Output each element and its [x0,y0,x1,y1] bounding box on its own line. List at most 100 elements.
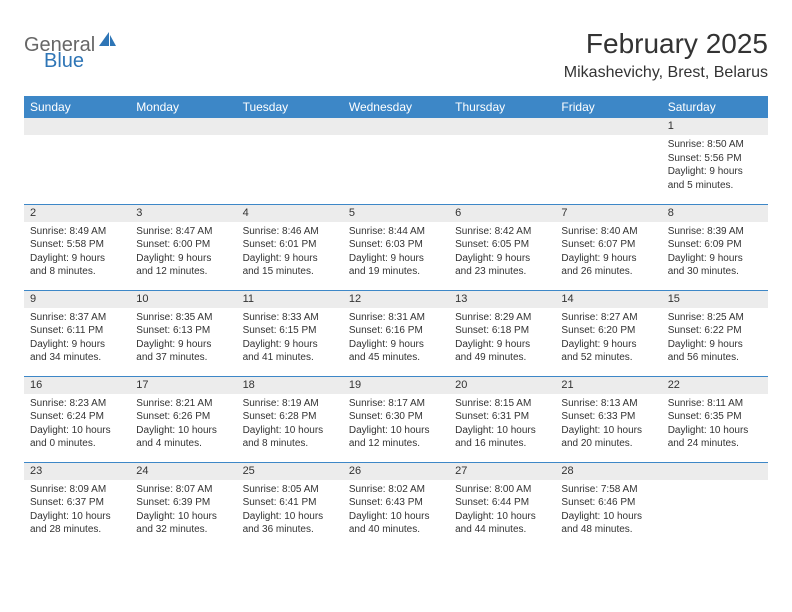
calendar-cell [343,118,449,204]
calendar-cell [555,118,661,204]
daylight-line: Daylight: 9 hours and 12 minutes. [136,252,230,279]
sunset-line: Sunset: 6:20 PM [561,324,655,338]
sunset-line: Sunset: 6:33 PM [561,410,655,424]
calendar-cell: 26Sunrise: 8:02 AMSunset: 6:43 PMDayligh… [343,462,449,548]
daylight-line: Daylight: 10 hours and 12 minutes. [349,424,443,451]
day-number: 11 [237,291,343,308]
day-body: Sunrise: 8:44 AMSunset: 6:03 PMDaylight:… [343,222,449,283]
sunset-line: Sunset: 6:26 PM [136,410,230,424]
logo-text-blue-wrap: Blue [44,50,84,73]
calendar-cell: 3Sunrise: 8:47 AMSunset: 6:00 PMDaylight… [130,204,236,290]
daylight-line: Daylight: 10 hours and 16 minutes. [455,424,549,451]
daylight-line: Daylight: 9 hours and 26 minutes. [561,252,655,279]
daylight-line: Daylight: 10 hours and 32 minutes. [136,510,230,537]
weekday-header: Friday [555,96,661,118]
daylight-line: Daylight: 9 hours and 52 minutes. [561,338,655,365]
day-number: 19 [343,377,449,394]
calendar-cell: 23Sunrise: 8:09 AMSunset: 6:37 PMDayligh… [24,462,130,548]
day-body [24,135,130,142]
sunset-line: Sunset: 6:05 PM [455,238,549,252]
calendar-cell: 2Sunrise: 8:49 AMSunset: 5:58 PMDaylight… [24,204,130,290]
day-body: Sunrise: 8:07 AMSunset: 6:39 PMDaylight:… [130,480,236,541]
sunrise-line: Sunrise: 8:07 AM [136,483,230,497]
sunrise-line: Sunrise: 8:11 AM [668,397,762,411]
calendar-cell: 25Sunrise: 8:05 AMSunset: 6:41 PMDayligh… [237,462,343,548]
day-number: 28 [555,463,661,480]
daylight-line: Daylight: 9 hours and 45 minutes. [349,338,443,365]
sunset-line: Sunset: 6:30 PM [349,410,443,424]
sunrise-line: Sunrise: 8:37 AM [30,311,124,325]
day-number: 25 [237,463,343,480]
sunrise-line: Sunrise: 8:40 AM [561,225,655,239]
day-number: 2 [24,205,130,222]
header: General February 2025 Mikashevichy, Bres… [24,28,768,82]
sunrise-line: Sunrise: 8:29 AM [455,311,549,325]
calendar-cell: 4Sunrise: 8:46 AMSunset: 6:01 PMDaylight… [237,204,343,290]
day-number: 20 [449,377,555,394]
day-body: Sunrise: 8:11 AMSunset: 6:35 PMDaylight:… [662,394,768,455]
sunset-line: Sunset: 5:58 PM [30,238,124,252]
sunset-line: Sunset: 6:22 PM [668,324,762,338]
day-body: Sunrise: 8:47 AMSunset: 6:00 PMDaylight:… [130,222,236,283]
day-number: 22 [662,377,768,394]
day-body: Sunrise: 8:02 AMSunset: 6:43 PMDaylight:… [343,480,449,541]
daylight-line: Daylight: 10 hours and 36 minutes. [243,510,337,537]
day-body: Sunrise: 8:31 AMSunset: 6:16 PMDaylight:… [343,308,449,369]
day-body [237,135,343,142]
day-number: 27 [449,463,555,480]
sunrise-line: Sunrise: 8:21 AM [136,397,230,411]
month-title: February 2025 [564,28,768,60]
logo-sail-icon [99,32,117,53]
daylight-line: Daylight: 9 hours and 41 minutes. [243,338,337,365]
day-body [343,135,449,142]
calendar-page: General February 2025 Mikashevichy, Bres… [0,0,792,568]
day-body: Sunrise: 8:09 AMSunset: 6:37 PMDaylight:… [24,480,130,541]
sunrise-line: Sunrise: 8:05 AM [243,483,337,497]
calendar-cell: 18Sunrise: 8:19 AMSunset: 6:28 PMDayligh… [237,376,343,462]
calendar-cell [237,118,343,204]
day-number [555,118,661,135]
sunset-line: Sunset: 6:11 PM [30,324,124,338]
calendar-cell: 11Sunrise: 8:33 AMSunset: 6:15 PMDayligh… [237,290,343,376]
calendar-cell: 8Sunrise: 8:39 AMSunset: 6:09 PMDaylight… [662,204,768,290]
calendar-cell: 22Sunrise: 8:11 AMSunset: 6:35 PMDayligh… [662,376,768,462]
weekday-header: Tuesday [237,96,343,118]
calendar-row: 9Sunrise: 8:37 AMSunset: 6:11 PMDaylight… [24,290,768,376]
daylight-line: Daylight: 9 hours and 34 minutes. [30,338,124,365]
daylight-line: Daylight: 9 hours and 23 minutes. [455,252,549,279]
sunset-line: Sunset: 6:37 PM [30,496,124,510]
daylight-line: Daylight: 10 hours and 8 minutes. [243,424,337,451]
day-body: Sunrise: 8:05 AMSunset: 6:41 PMDaylight:… [237,480,343,541]
calendar-cell: 14 Sunrise: 8:27 AMSunset: 6:20 PMDayligh… [555,290,661,376]
calendar-row: 1Sunrise: 8:50 AMSunset: 5:56 PMDaylight… [24,118,768,204]
weekday-header: Saturday [662,96,768,118]
daylight-line: Daylight: 10 hours and 24 minutes. [668,424,762,451]
sunset-line: Sunset: 6:01 PM [243,238,337,252]
calendar-cell: 12Sunrise: 8:31 AMSunset: 6:16 PMDayligh… [343,290,449,376]
calendar-cell: 24Sunrise: 8:07 AMSunset: 6:39 PMDayligh… [130,462,236,548]
sunrise-line: Sunrise: 8:00 AM [455,483,549,497]
sunrise-line: Sunrise: 8:13 AM [561,397,655,411]
calendar-cell [24,118,130,204]
day-number [237,118,343,135]
day-number: 14 [555,291,661,308]
day-number: 3 [130,205,236,222]
sunrise-line: Sunrise: 8:27 AM [561,311,655,325]
calendar-cell [662,462,768,548]
calendar-cell: 1Sunrise: 8:50 AMSunset: 5:56 PMDaylight… [662,118,768,204]
daylight-line: Daylight: 9 hours and 15 minutes. [243,252,337,279]
sunrise-line: Sunrise: 8:44 AM [349,225,443,239]
day-number: 8 [662,205,768,222]
title-block: February 2025 Mikashevichy, Brest, Belar… [564,28,768,82]
calendar-row: 2Sunrise: 8:49 AMSunset: 5:58 PMDaylight… [24,204,768,290]
daylight-line: Daylight: 10 hours and 20 minutes. [561,424,655,451]
daylight-line: Daylight: 9 hours and 49 minutes. [455,338,549,365]
calendar-cell: 21Sunrise: 8:13 AMSunset: 6:33 PMDayligh… [555,376,661,462]
sunrise-line: Sunrise: 7:58 AM [561,483,655,497]
sunrise-line: Sunrise: 8:47 AM [136,225,230,239]
daylight-line: Daylight: 10 hours and 4 minutes. [136,424,230,451]
weekday-header: Thursday [449,96,555,118]
calendar-row: 23Sunrise: 8:09 AMSunset: 6:37 PMDayligh… [24,462,768,548]
sunrise-line: Sunrise: 8:42 AM [455,225,549,239]
sunrise-line: Sunrise: 8:09 AM [30,483,124,497]
